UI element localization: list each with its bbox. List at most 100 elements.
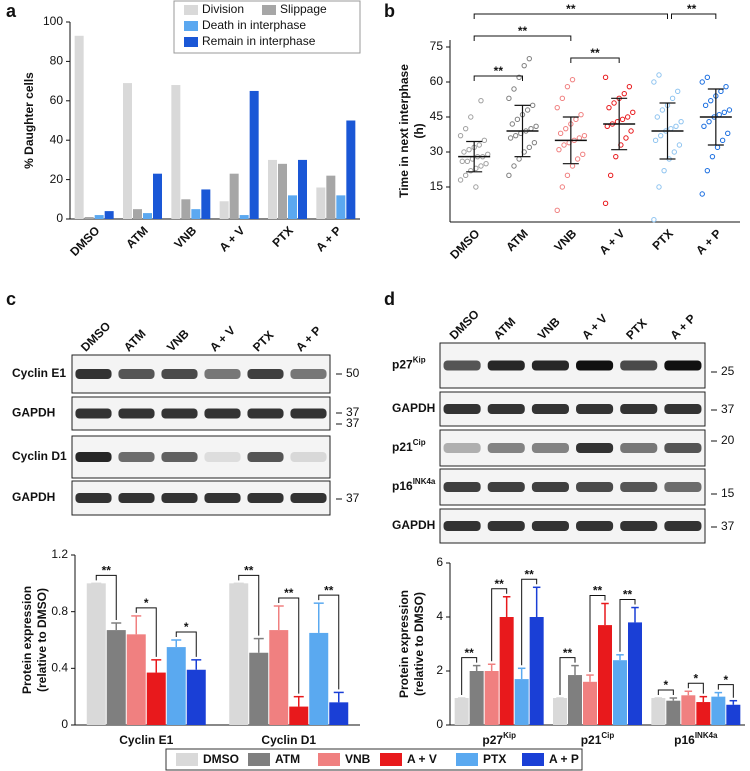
dot [554, 104, 560, 111]
bar [469, 671, 484, 725]
x-tick-label: Cyclin D1 [261, 733, 316, 747]
legend-label: Remain in interphase [202, 34, 316, 48]
legend-label: ATM [275, 752, 300, 766]
blot-band [620, 360, 658, 371]
y-tick-label: 0 [436, 717, 443, 731]
dot [468, 114, 474, 120]
marker-label: 37 [346, 416, 360, 430]
lane-label: DMSO [78, 319, 113, 354]
dot [651, 216, 657, 223]
marker-label: 15 [721, 486, 735, 500]
significance-label: ** [244, 564, 254, 578]
dot [581, 132, 588, 139]
bar [651, 698, 666, 725]
significance-bracket [95, 574, 117, 620]
significance-label: * [144, 596, 149, 610]
lane-label: VNB [164, 326, 192, 354]
blot-band [531, 360, 569, 371]
lane-label: A + P [667, 311, 698, 342]
y-tick-label: 40 [50, 132, 64, 146]
blot-band [161, 452, 198, 462]
blot-band [118, 452, 155, 462]
dot [521, 62, 527, 69]
legend-label: PTX [483, 752, 506, 766]
dot [533, 123, 539, 130]
lane-label: PTX [623, 316, 649, 342]
dot [651, 79, 657, 85]
x-tick-label: p16INK4a [674, 731, 718, 747]
significance-bracket [619, 599, 636, 652]
dot [478, 97, 484, 104]
significance-bracket [570, 57, 620, 63]
dot [630, 109, 636, 116]
lane-label: PTX [250, 328, 276, 354]
blot-band [290, 493, 327, 503]
dot [464, 158, 471, 165]
legend-label: Death in interphase [202, 18, 306, 32]
blot-band [576, 360, 614, 371]
y-tick-label: 75 [430, 39, 444, 53]
y-axis-label: Time in next interphase [397, 64, 411, 198]
y-tick-label: 0 [56, 211, 63, 225]
x-tick-label: A + P [693, 226, 724, 257]
blot-band [75, 369, 112, 379]
significance-bracket [491, 588, 508, 662]
bar [278, 163, 287, 219]
bar [666, 700, 681, 725]
significance-label: * [184, 620, 189, 634]
bar [628, 622, 642, 725]
significance-bracket [473, 35, 572, 41]
bar [74, 35, 84, 219]
blot-band [487, 360, 525, 371]
dot [623, 135, 629, 141]
dot [531, 139, 538, 146]
dot [507, 135, 514, 141]
significance-bracket [657, 689, 674, 695]
legend-swatch [380, 753, 402, 766]
bar [249, 652, 269, 725]
blot-band [531, 482, 569, 492]
significance-bracket [238, 574, 260, 636]
blot-band [531, 521, 569, 531]
dot [675, 88, 681, 95]
y-tick-label: 1.2 [51, 547, 68, 561]
legend-swatch [184, 21, 198, 31]
blot-frame [439, 391, 706, 427]
blot-band [247, 369, 284, 379]
dot [578, 111, 584, 118]
dot [619, 116, 626, 123]
dot [478, 163, 484, 169]
bar [346, 120, 356, 219]
dot [526, 144, 532, 151]
y-axis-label: (relative to DMSO) [35, 588, 49, 692]
row-label-sup: Cip [413, 438, 426, 447]
bar [298, 159, 307, 219]
dot [708, 97, 714, 104]
blot-band [664, 443, 702, 453]
bar [181, 199, 191, 219]
bar [143, 213, 152, 219]
dot [701, 123, 707, 130]
bar [84, 217, 94, 219]
y-axis-label: Protein expression [20, 586, 34, 694]
y-tick-label: 4 [436, 609, 443, 623]
significance-label: ** [324, 583, 334, 597]
dot [574, 156, 581, 162]
blot-band [161, 369, 198, 379]
significance-bracket [473, 13, 668, 19]
dot [659, 107, 666, 113]
blot-band [487, 404, 525, 414]
dot [569, 163, 576, 169]
blot-band [487, 521, 525, 531]
significance-bracket [671, 13, 717, 19]
blot-frame [71, 435, 331, 479]
x-tick-label-sup: Kip [503, 731, 516, 740]
dot [457, 132, 464, 139]
blot-frame [71, 396, 331, 431]
blot-band [664, 521, 702, 531]
bar [104, 211, 114, 219]
bar [146, 672, 166, 725]
bar [553, 698, 567, 725]
bar [249, 90, 259, 219]
dot [658, 132, 664, 139]
